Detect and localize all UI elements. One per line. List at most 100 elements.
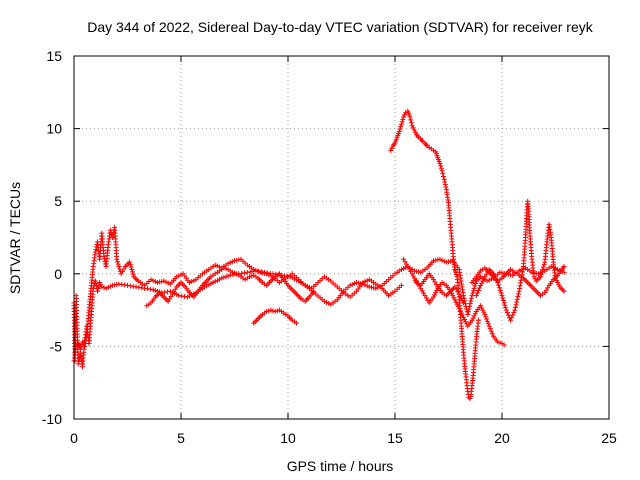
data-point-marker bbox=[474, 290, 480, 296]
data-point-marker bbox=[83, 338, 89, 344]
data-point-marker bbox=[465, 309, 471, 315]
data-point-marker bbox=[496, 285, 502, 291]
data-point-marker bbox=[440, 171, 446, 177]
data-point-marker bbox=[470, 288, 476, 294]
data-point-marker bbox=[515, 294, 521, 300]
data-point-marker bbox=[481, 309, 487, 315]
data-point-marker bbox=[488, 328, 494, 334]
data-point-marker bbox=[441, 174, 447, 180]
data-point-marker bbox=[504, 310, 510, 316]
data-point-marker bbox=[467, 396, 473, 402]
data-point-marker bbox=[509, 315, 515, 321]
data-point-marker bbox=[431, 294, 437, 300]
data-point-marker bbox=[555, 280, 561, 286]
data-point-marker bbox=[398, 121, 404, 127]
y-tick-label: 0 bbox=[54, 266, 62, 282]
series-track-f bbox=[413, 278, 507, 348]
data-point-marker bbox=[475, 287, 481, 293]
series-track-b bbox=[71, 224, 404, 364]
data-point-marker bbox=[500, 295, 506, 301]
data-point-marker bbox=[441, 176, 447, 182]
data-point-marker bbox=[115, 261, 121, 267]
data-point-marker bbox=[473, 293, 479, 299]
data-point-marker bbox=[110, 235, 116, 240]
data-point-marker bbox=[450, 293, 456, 299]
data-point-marker bbox=[127, 259, 133, 265]
series-track-h bbox=[401, 256, 466, 306]
data-point-marker bbox=[469, 293, 475, 299]
data-point-marker bbox=[497, 287, 503, 293]
data-point-marker bbox=[453, 269, 459, 275]
data-point-marker bbox=[454, 301, 460, 307]
x-tick-label: 0 bbox=[70, 430, 78, 446]
data-point-marker bbox=[397, 126, 403, 132]
data-point-marker bbox=[538, 271, 544, 277]
data-point-marker bbox=[468, 298, 474, 304]
data-point-marker bbox=[478, 282, 484, 288]
data-point-marker bbox=[468, 295, 474, 301]
data-point-marker bbox=[410, 125, 416, 131]
data-point-marker bbox=[486, 323, 492, 329]
data-point-marker bbox=[95, 288, 101, 294]
data-point-marker bbox=[452, 297, 458, 303]
data-point-marker bbox=[411, 275, 417, 281]
series-track-e bbox=[388, 108, 481, 402]
chart-title: Day 344 of 2022, Sidereal Day-to-day VTE… bbox=[87, 19, 593, 35]
data-point-marker bbox=[479, 280, 485, 286]
data-point-marker bbox=[457, 308, 463, 314]
x-tick-label: 20 bbox=[494, 430, 510, 446]
data-point-marker bbox=[498, 290, 504, 296]
plot-frame bbox=[73, 55, 610, 420]
data-point-marker bbox=[408, 117, 414, 123]
data-point-marker bbox=[503, 307, 509, 313]
data-point-marker bbox=[505, 312, 511, 318]
data-point-marker bbox=[438, 165, 444, 171]
data-point-marker bbox=[92, 249, 98, 255]
data-point-marker bbox=[541, 262, 547, 268]
data-point-marker bbox=[465, 311, 471, 317]
data-point-marker bbox=[483, 314, 489, 320]
data-point-marker bbox=[471, 285, 477, 291]
series-track-g bbox=[473, 198, 567, 323]
data-point-marker bbox=[80, 339, 86, 345]
data-point-marker bbox=[472, 283, 478, 289]
data-point-marker bbox=[503, 305, 509, 311]
data-point-marker bbox=[409, 123, 415, 129]
data-point-marker bbox=[516, 291, 522, 297]
data-point-marker bbox=[467, 303, 473, 309]
data-point-marker bbox=[442, 182, 448, 188]
data-point-marker bbox=[437, 160, 443, 166]
data-point-marker bbox=[456, 306, 462, 312]
data-point-marker bbox=[294, 320, 300, 326]
data-point-marker bbox=[540, 266, 546, 272]
data-point-marker bbox=[470, 315, 476, 321]
data-point-marker bbox=[389, 145, 395, 151]
data-point-marker bbox=[442, 179, 448, 185]
series-track-d bbox=[251, 307, 300, 326]
data-point-marker bbox=[460, 314, 466, 320]
data-point-marker bbox=[489, 331, 495, 337]
data-point-marker bbox=[128, 264, 134, 270]
data-point-marker bbox=[98, 282, 104, 288]
data-point-marker bbox=[510, 312, 516, 318]
data-point-marker bbox=[398, 124, 404, 130]
x-tick-label: 15 bbox=[387, 430, 403, 446]
y-tick-label: 15 bbox=[46, 48, 62, 64]
data-point-marker bbox=[130, 271, 136, 277]
data-point-marker bbox=[485, 321, 491, 327]
data-point-marker bbox=[467, 393, 473, 399]
x-tick-label: 5 bbox=[177, 430, 185, 446]
data-point-marker bbox=[466, 306, 472, 312]
data-point-marker bbox=[438, 163, 444, 169]
data-point-marker bbox=[398, 282, 404, 288]
data-point-marker bbox=[114, 256, 120, 262]
data-point-marker bbox=[480, 278, 486, 284]
data-point-marker bbox=[463, 319, 469, 325]
data-point-marker bbox=[512, 304, 518, 310]
tick-labels: 0 5 10 15 20 25 -10 -5 0 5 10 15 bbox=[42, 48, 617, 446]
data-point-marker bbox=[411, 127, 417, 133]
data-point-marker bbox=[409, 271, 415, 277]
data-point-marker bbox=[556, 282, 562, 288]
data-point-marker bbox=[410, 273, 416, 279]
